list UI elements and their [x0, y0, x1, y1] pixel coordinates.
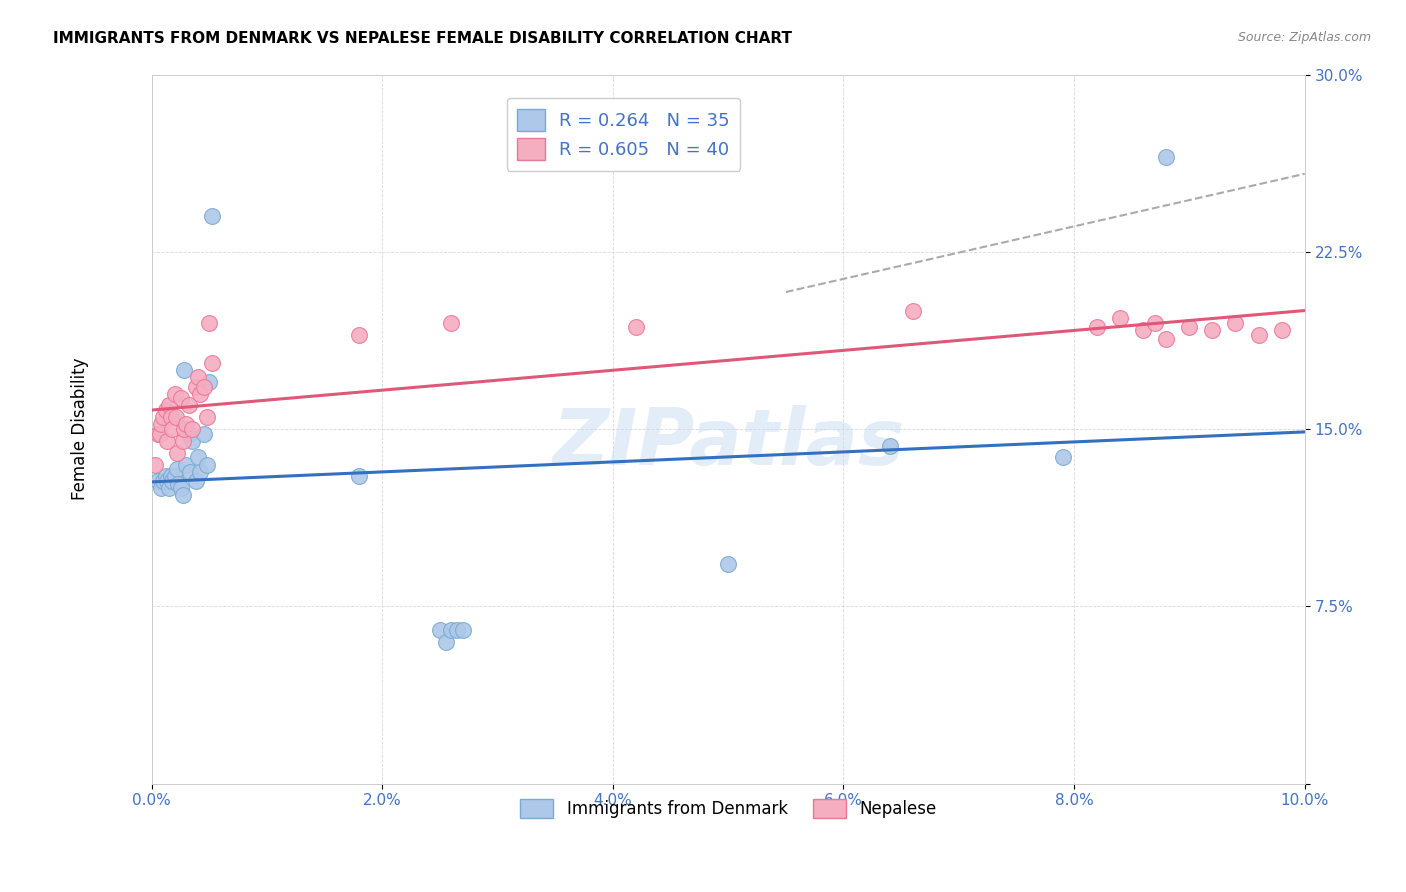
Point	[155, 469, 177, 483]
Point	[181, 422, 204, 436]
Point	[166, 446, 188, 460]
Point	[198, 316, 221, 330]
Point	[1271, 323, 1294, 337]
Legend: Immigrants from Denmark, Nepalese: Immigrants from Denmark, Nepalese	[513, 792, 943, 825]
Point	[187, 370, 209, 384]
Point	[1132, 323, 1154, 337]
Point	[156, 434, 179, 448]
Point	[188, 386, 211, 401]
Point	[195, 458, 218, 472]
Point	[146, 426, 169, 441]
Point	[349, 469, 371, 483]
Point	[901, 304, 924, 318]
Point	[181, 434, 204, 448]
Point	[179, 465, 201, 479]
Point	[193, 379, 215, 393]
Point	[1247, 327, 1270, 342]
Point	[172, 488, 194, 502]
Point	[1225, 316, 1247, 330]
Point	[201, 210, 224, 224]
Point	[193, 426, 215, 441]
Point	[195, 410, 218, 425]
Point	[143, 458, 166, 472]
Point	[173, 363, 195, 377]
Point	[146, 474, 169, 488]
Point	[173, 422, 195, 436]
Point	[149, 417, 172, 432]
Point	[172, 434, 194, 448]
Point	[1085, 320, 1108, 334]
Point	[187, 450, 209, 465]
Point	[1052, 450, 1074, 465]
Point	[188, 465, 211, 479]
Point	[1156, 332, 1178, 346]
Point	[157, 399, 180, 413]
Point	[177, 399, 200, 413]
Point	[149, 426, 172, 441]
Point	[169, 481, 191, 495]
Point	[1143, 316, 1166, 330]
Point	[166, 462, 188, 476]
Point	[198, 375, 221, 389]
Point	[162, 474, 184, 488]
Point	[429, 623, 451, 637]
Point	[155, 403, 177, 417]
Point	[349, 327, 371, 342]
Point	[163, 469, 186, 483]
Point	[167, 476, 190, 491]
Point	[1109, 311, 1132, 326]
Point	[149, 481, 172, 495]
Point	[1178, 320, 1201, 334]
Point	[1201, 323, 1223, 337]
Point	[440, 316, 463, 330]
Point	[169, 392, 191, 406]
Point	[879, 439, 901, 453]
Point	[165, 410, 187, 425]
Point	[184, 379, 207, 393]
Point	[162, 422, 184, 436]
Point	[717, 557, 740, 571]
Point	[160, 410, 183, 425]
Point	[434, 635, 457, 649]
Y-axis label: Female Disability: Female Disability	[72, 358, 89, 500]
Point	[176, 417, 198, 432]
Point	[446, 623, 468, 637]
Text: ZIPatlas: ZIPatlas	[553, 405, 904, 482]
Point	[201, 356, 224, 370]
Point	[440, 623, 463, 637]
Point	[451, 623, 474, 637]
Point	[157, 481, 180, 495]
Text: Source: ZipAtlas.com: Source: ZipAtlas.com	[1237, 31, 1371, 45]
Point	[1156, 150, 1178, 164]
Point	[152, 474, 174, 488]
Point	[624, 320, 647, 334]
Point	[156, 474, 179, 488]
Point	[177, 426, 200, 441]
Point	[163, 386, 186, 401]
Text: IMMIGRANTS FROM DENMARK VS NEPALESE FEMALE DISABILITY CORRELATION CHART: IMMIGRANTS FROM DENMARK VS NEPALESE FEMA…	[53, 31, 793, 46]
Point	[160, 469, 183, 483]
Point	[176, 458, 198, 472]
Point	[184, 474, 207, 488]
Point	[152, 410, 174, 425]
